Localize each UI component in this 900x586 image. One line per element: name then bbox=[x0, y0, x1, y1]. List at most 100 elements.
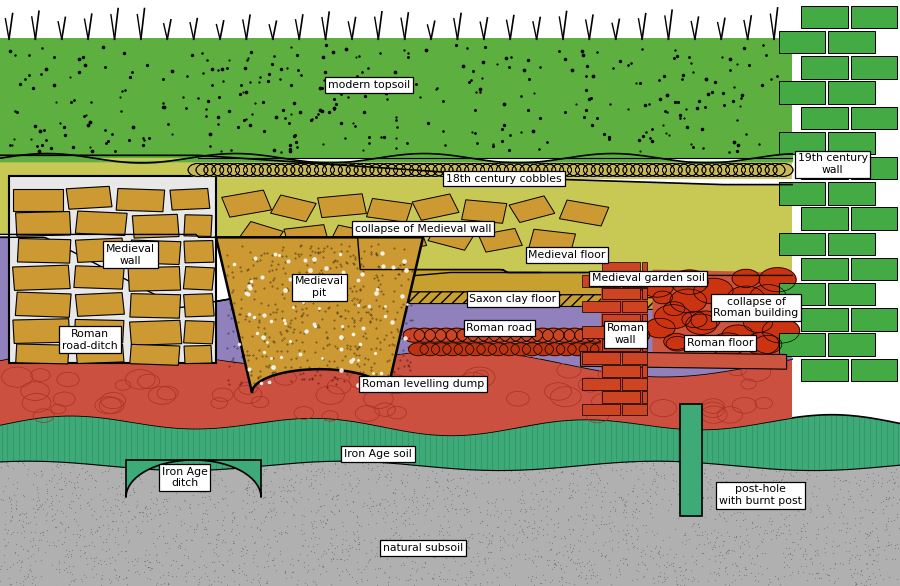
Point bbox=[389, 515, 403, 524]
Point bbox=[229, 530, 243, 540]
Point bbox=[112, 505, 126, 514]
Point bbox=[719, 547, 733, 557]
Point bbox=[149, 496, 164, 505]
Point bbox=[464, 557, 478, 566]
Point bbox=[28, 471, 42, 480]
Point bbox=[878, 464, 893, 473]
Circle shape bbox=[220, 163, 239, 176]
Polygon shape bbox=[412, 194, 459, 220]
Point bbox=[3, 562, 17, 571]
Point bbox=[116, 478, 130, 487]
Point bbox=[863, 528, 878, 537]
Point bbox=[284, 573, 298, 582]
Point bbox=[112, 510, 127, 520]
Point bbox=[330, 464, 345, 473]
Circle shape bbox=[585, 328, 607, 342]
Point bbox=[371, 563, 385, 573]
Point bbox=[803, 540, 817, 549]
Point bbox=[444, 499, 458, 508]
Point bbox=[403, 574, 418, 584]
Point bbox=[878, 521, 893, 530]
Point bbox=[570, 480, 584, 489]
Point bbox=[327, 510, 341, 519]
Point bbox=[381, 469, 395, 479]
Point bbox=[111, 549, 125, 558]
Point bbox=[814, 453, 829, 462]
Point bbox=[765, 516, 779, 526]
Point bbox=[285, 459, 300, 468]
Point bbox=[242, 482, 256, 492]
Point bbox=[28, 541, 42, 550]
Point bbox=[554, 573, 568, 582]
Circle shape bbox=[433, 163, 453, 176]
Point bbox=[796, 492, 810, 502]
Point bbox=[461, 456, 475, 465]
Point bbox=[9, 527, 23, 537]
Point bbox=[59, 458, 74, 467]
Point bbox=[226, 507, 240, 517]
Point bbox=[441, 476, 455, 486]
Point bbox=[680, 471, 695, 481]
Point bbox=[673, 580, 688, 586]
Point bbox=[785, 456, 799, 465]
Point bbox=[626, 521, 640, 530]
Text: Saxon clay floor: Saxon clay floor bbox=[470, 294, 556, 304]
Point bbox=[571, 510, 585, 519]
Point bbox=[192, 575, 206, 584]
Point bbox=[753, 523, 768, 532]
Point bbox=[95, 467, 110, 476]
Point bbox=[714, 530, 728, 540]
Point bbox=[508, 535, 523, 544]
Point bbox=[863, 574, 878, 584]
Point bbox=[136, 507, 150, 517]
Point bbox=[747, 560, 761, 569]
Point bbox=[199, 505, 213, 515]
Point bbox=[651, 471, 665, 480]
FancyBboxPatch shape bbox=[602, 365, 640, 377]
Point bbox=[157, 508, 171, 517]
Point bbox=[184, 535, 199, 544]
FancyBboxPatch shape bbox=[828, 81, 875, 104]
Point bbox=[512, 507, 526, 516]
Point bbox=[625, 486, 639, 496]
Point bbox=[719, 562, 733, 571]
Point bbox=[854, 566, 868, 575]
Point bbox=[478, 556, 492, 565]
FancyBboxPatch shape bbox=[642, 288, 647, 299]
Point bbox=[518, 554, 533, 563]
Point bbox=[637, 571, 652, 580]
Point bbox=[44, 476, 58, 486]
Point bbox=[445, 489, 459, 499]
Point bbox=[774, 459, 788, 469]
Point bbox=[449, 538, 464, 547]
Point bbox=[790, 539, 805, 548]
Point bbox=[85, 473, 99, 482]
Circle shape bbox=[552, 163, 572, 176]
Point bbox=[844, 551, 859, 560]
Point bbox=[678, 473, 692, 482]
Point bbox=[307, 548, 321, 557]
Circle shape bbox=[750, 163, 770, 176]
Point bbox=[620, 559, 634, 568]
Point bbox=[148, 581, 163, 586]
Point bbox=[765, 475, 779, 484]
Text: Iron Age soil: Iron Age soil bbox=[344, 449, 412, 459]
Point bbox=[372, 472, 386, 482]
Point bbox=[551, 522, 565, 532]
Point bbox=[0, 564, 14, 573]
Point bbox=[361, 475, 375, 484]
Point bbox=[527, 519, 542, 528]
Point bbox=[853, 518, 868, 527]
Point bbox=[594, 516, 608, 526]
Point bbox=[806, 491, 820, 500]
Point bbox=[40, 494, 54, 503]
Point bbox=[179, 576, 194, 585]
Point bbox=[839, 464, 853, 473]
Point bbox=[659, 563, 673, 572]
Point bbox=[734, 551, 748, 561]
Circle shape bbox=[346, 163, 366, 176]
Point bbox=[736, 539, 751, 548]
Point bbox=[399, 551, 413, 560]
Point bbox=[118, 459, 132, 468]
Point bbox=[202, 580, 216, 586]
